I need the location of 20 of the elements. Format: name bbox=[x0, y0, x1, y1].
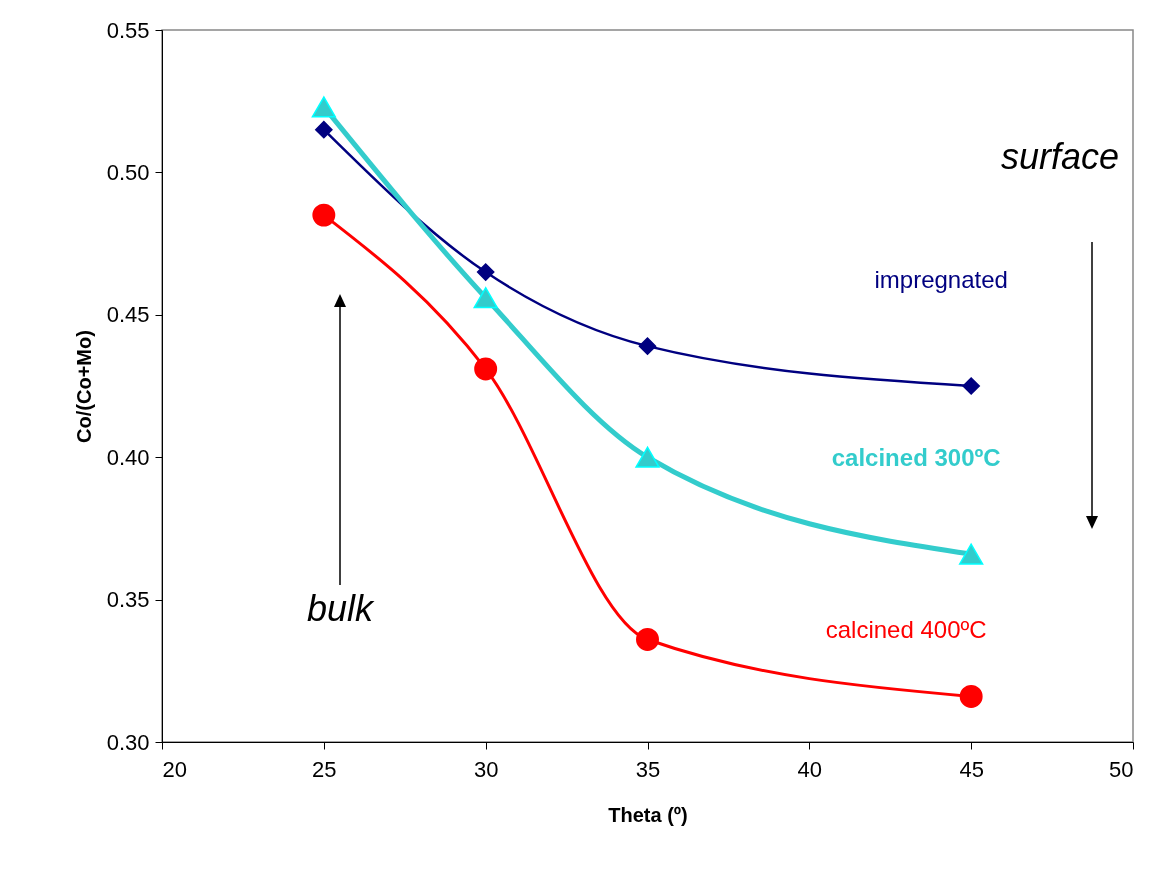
text: impregnated bbox=[874, 266, 1008, 293]
annotation: surface bbox=[1000, 136, 1120, 177]
y-tick-label: 0.40 bbox=[106, 444, 150, 470]
x-tick-label: 40 bbox=[797, 756, 823, 782]
x-tick-label: 45 bbox=[959, 756, 984, 782]
series-label: calcined 400ºC bbox=[825, 616, 987, 644]
y-tick-label: 0.30 bbox=[106, 729, 150, 755]
y-tick-label: 0.50 bbox=[106, 159, 150, 185]
x-axis-title: Theta (º) bbox=[608, 803, 688, 826]
y-tick-label: 0.45 bbox=[106, 302, 150, 328]
x-tick-label: 35 bbox=[635, 756, 661, 782]
text: calcined 300ºC bbox=[831, 444, 1001, 472]
y-tick-label: 0.55 bbox=[106, 17, 150, 43]
y-tick-label: 0.35 bbox=[106, 587, 150, 613]
x-tick-label: 50 bbox=[1109, 756, 1134, 782]
x-tick-label: 25 bbox=[312, 756, 337, 782]
x-tick-label: 30 bbox=[473, 756, 499, 782]
annotation: bulk bbox=[306, 588, 376, 629]
y-axis-title: Co/(Co+Mo) bbox=[72, 330, 95, 443]
x-tick-label: 20 bbox=[162, 756, 187, 782]
